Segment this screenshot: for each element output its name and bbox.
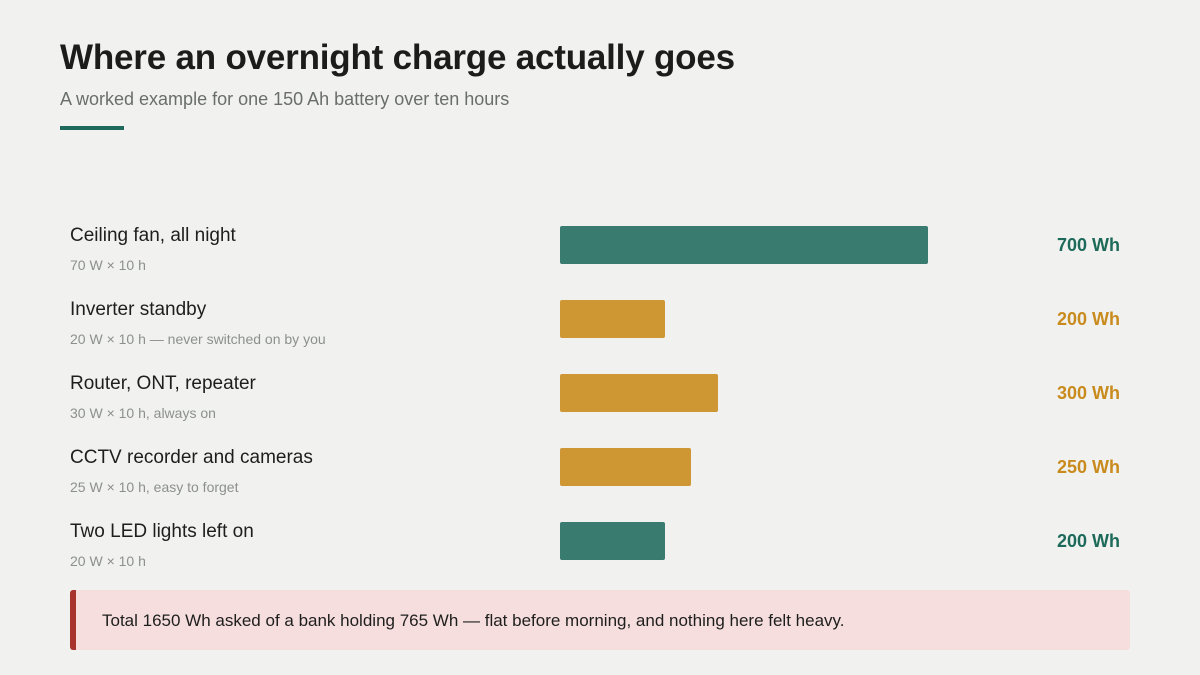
bar-row: Ceiling fan, all night 70 W × 10 h 700 Wh xyxy=(0,225,1200,301)
chart-subtitle: A worked example for one 150 Ah battery … xyxy=(60,89,510,109)
bar-value-label: 200 Wh xyxy=(1056,531,1120,551)
bar-category-note: 70 W × 10 h xyxy=(70,257,146,273)
bar-value-label: 200 Wh xyxy=(1056,309,1120,329)
bar-category-note: 20 W × 10 h — never switched on by you xyxy=(70,331,326,347)
bar-row: Router, ONT, repeater 30 W × 10 h, always… xyxy=(0,373,1200,449)
total-callout: Total 1650 Wh asked of a bank holding 76… xyxy=(70,590,1130,650)
chart-title: Where an overnight charge actually goes xyxy=(60,38,735,77)
bar-row: Two LED lights left on 20 W × 10 h 200 Wh xyxy=(0,521,1200,597)
bar-category-label: CCTV recorder and cameras xyxy=(70,447,313,468)
bar xyxy=(560,300,665,338)
bar xyxy=(560,448,691,486)
bar-row: Inverter standby 20 W × 10 h — never swit… xyxy=(0,299,1200,375)
bar-category-note: 20 W × 10 h xyxy=(70,553,146,569)
bar-value-label: 700 Wh xyxy=(1056,235,1120,255)
bar-category-note: 25 W × 10 h, easy to forget xyxy=(70,479,239,495)
bar xyxy=(560,226,928,264)
bar-category-label: Inverter standby xyxy=(70,299,207,320)
bar-category-note: 30 W × 10 h, always on xyxy=(70,405,216,421)
bar-row: CCTV recorder and cameras 25 W × 10 h, ea… xyxy=(0,447,1200,523)
bar xyxy=(560,374,718,412)
bar-value-label: 300 Wh xyxy=(1056,383,1120,403)
bar-value-label: 250 Wh xyxy=(1056,457,1120,477)
bar-category-label: Router, ONT, repeater xyxy=(70,373,256,394)
callout-text: Total 1650 Wh asked of a bank holding 76… xyxy=(102,611,845,630)
bar-category-label: Ceiling fan, all night xyxy=(70,225,236,246)
title-accent-rule xyxy=(60,126,124,130)
bar-category-label: Two LED lights left on xyxy=(70,521,254,542)
bar xyxy=(560,522,665,560)
